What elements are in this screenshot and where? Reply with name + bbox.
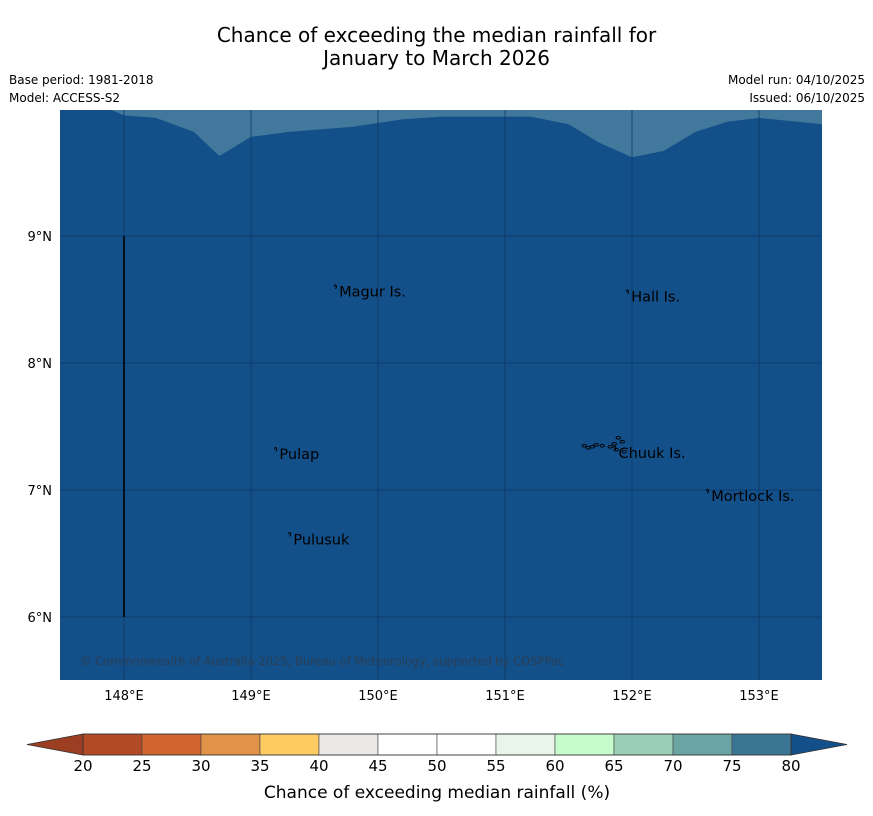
island-4: Mortlock Is. [705,488,795,505]
islet [593,442,599,447]
colorbar-tick-labels: 20 25 30 35 40 45 50 55 60 65 70 75 80 [73,757,800,775]
colorbar [26,733,848,756]
colorbar-bin-6 [436,733,497,756]
island-5: Pulusuk [287,531,350,548]
lon-label: 149°E [231,689,271,704]
islet [581,443,587,448]
island-label: Pulap [279,447,319,463]
latitude-labels: 6°N 7°N 8°N 9°N [28,230,53,626]
colorbar-tick: 20 [73,757,92,775]
colorbar-tick: 65 [604,757,623,775]
island-label: Mortlock Is. [711,489,794,505]
lat-label: 9°N [28,230,53,245]
chuuk-lagoon-islets [581,435,627,454]
colorbar-frame [82,733,792,756]
lon-label: 148°E [104,689,144,704]
colorbar-over-arrow [790,733,848,756]
island-outline [333,284,337,290]
island-outline [705,488,710,494]
colorbar-tick: 70 [663,757,682,775]
issued-date: Issued: 06/10/2025 [749,91,865,105]
metadata-left: Base period: 1981-2018 Model: ACCESS-S2 [9,71,154,107]
colorbar-tick: 75 [722,757,741,775]
colorbar-bin-9 [613,733,674,756]
islet [599,443,605,448]
island-label: Hall Is. [631,290,680,306]
colorbar-bin-1 [141,733,202,756]
colorbar-tick: 35 [250,757,269,775]
colorbar-title: Chance of exceeding median rainfall (%) [264,783,610,803]
model-run-date: Model run: 04/10/2025 [727,73,865,87]
islet [619,439,625,444]
map-title-line-2: January to March 2026 [323,46,550,70]
islands: Magur Is. Hall Is. Pulap Chuuk Is. Mortlock … [273,284,795,548]
islet [621,449,627,454]
colorbar-tick: 40 [309,757,328,775]
island-outline [613,445,617,451]
lon-label: 150°E [358,689,398,704]
colorbar-under-arrow [26,733,84,756]
colorbar-tick: 30 [191,757,210,775]
colorbar-tick: 50 [427,757,446,775]
islet [607,444,613,449]
colorbar-bin-5 [377,733,438,756]
islet [613,447,619,452]
island-3: Chuuk Is. [613,445,686,462]
islet [611,441,617,446]
island-label: Chuuk Is. [618,446,685,462]
island-label: Pulusuk [293,532,350,548]
islet [615,435,621,440]
islet [589,444,595,449]
lon-label: 153°E [739,689,779,704]
island-outline [273,446,278,452]
graticule [60,110,822,680]
colorbar-bin-8 [554,733,615,756]
island-1: Hall Is. [625,289,680,306]
colorbar-tick: 55 [486,757,505,775]
model-name: Model: ACCESS-S2 [9,91,121,105]
colorbar-bin-11 [731,733,792,756]
island-outline [287,531,292,537]
colorbar-bin-7 [495,733,556,756]
island-0: Magur Is. [333,284,406,301]
lat-label: 8°N [28,357,53,372]
lat-label: 7°N [28,484,53,499]
copyright-notice: © Commonwealth of Australia 2025, Bureau… [80,654,564,668]
colorbar-bin-10 [672,733,733,756]
colorbar-tick: 25 [132,757,151,775]
lat-label: 6°N [28,611,53,626]
metadata-right: Model run: 04/10/2025 Issued: 06/10/2025 [728,71,865,107]
base-period: Base period: 1981-2018 [9,73,154,87]
lon-label: 152°E [612,689,652,704]
colorbar-bin-4 [318,733,379,756]
island-2: Pulap [273,446,319,463]
colorbar-bin-2 [200,733,261,756]
colorbar-bin-0 [82,733,143,756]
colorbar-tick: 80 [781,757,800,775]
map-background [60,110,822,680]
colorbar-bin-3 [259,733,320,756]
lon-label: 151°E [485,689,525,704]
colorbar-tick: 45 [368,757,387,775]
map-title-line-1: Chance of exceeding the median rainfall … [216,23,657,47]
longitude-labels: 148°E 149°E 150°E 151°E 152°E 153°E [104,689,779,704]
island-label: Magur Is. [339,285,406,301]
island-outline [625,289,630,295]
colorbar-tick: 60 [545,757,564,775]
